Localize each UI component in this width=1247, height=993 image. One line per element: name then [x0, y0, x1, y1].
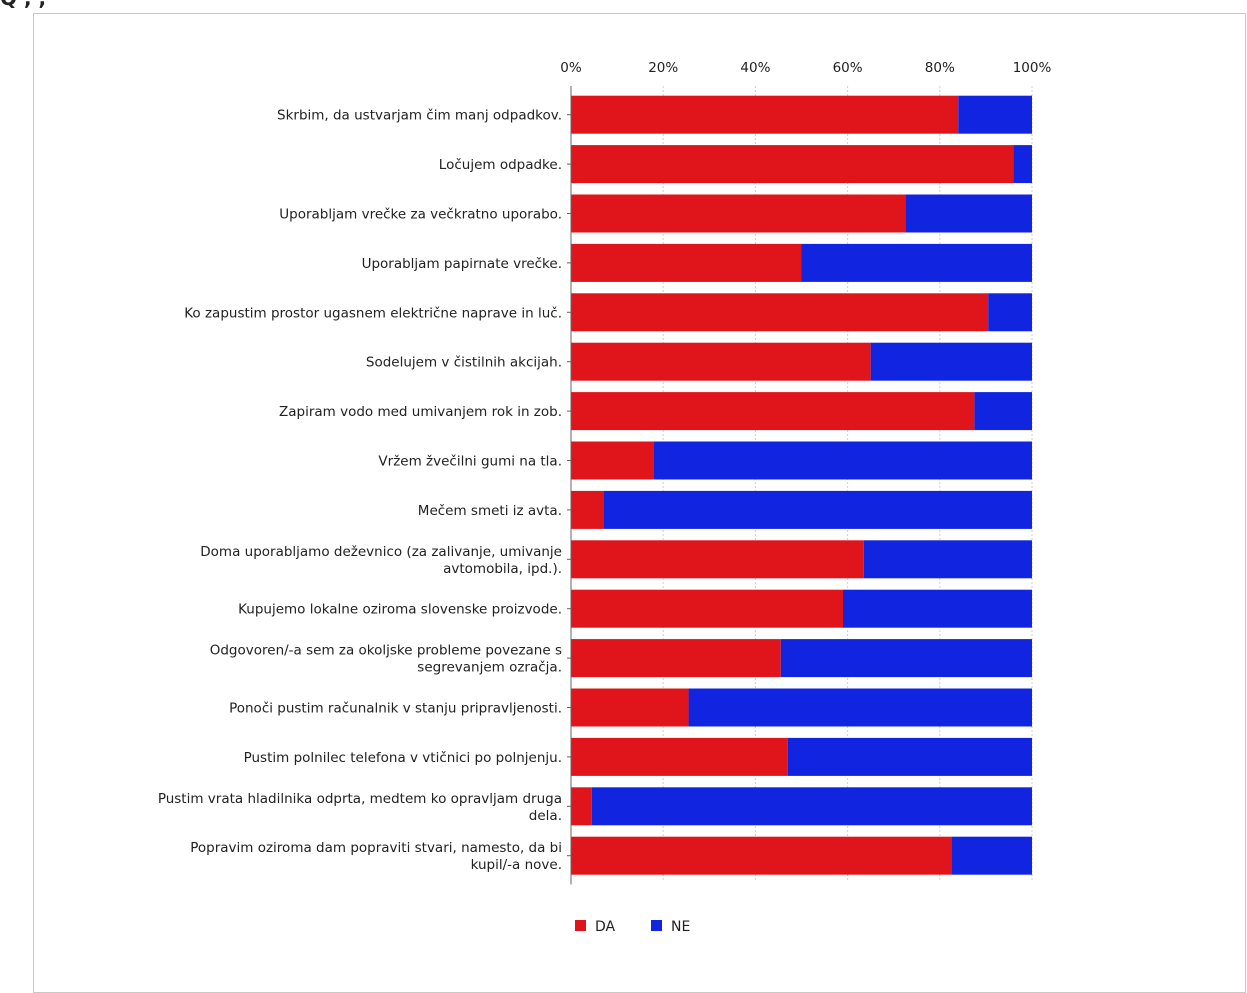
bar-da — [571, 145, 1014, 184]
category-label: Popravim oziroma dam popraviti stvari, n… — [190, 840, 562, 856]
bar-ne — [603, 490, 1032, 529]
x-tick-label: 40% — [740, 60, 770, 76]
bar-da — [571, 639, 781, 678]
x-axis-ticks: 0% 20% 40% 60% 80% 100% — [560, 60, 1051, 76]
chart-frame: Skrbim, da ustvarjam čim manj odpadkov. L… — [33, 13, 1246, 993]
legend-swatch — [651, 920, 662, 931]
stacked-bar-chart: Skrbim, da ustvarjam čim manj odpadkov. L… — [158, 60, 1052, 935]
bar-da — [571, 342, 871, 381]
bar-da — [571, 540, 864, 579]
legend-label: NE — [671, 919, 690, 935]
bar-da — [571, 737, 788, 776]
bar-da — [571, 836, 952, 875]
category-label: Doma uporabljamo deževnico (za zalivanje… — [200, 544, 562, 560]
bar-ne — [780, 639, 1032, 678]
bar-da — [571, 589, 843, 628]
category-label: segrevanjem ozračja. — [417, 660, 562, 676]
bar-ne — [1013, 145, 1032, 184]
x-tick-label: 0% — [560, 60, 582, 76]
bar-ne — [863, 540, 1032, 579]
bar-ne — [951, 836, 1032, 875]
bar-da — [571, 787, 592, 826]
category-label: Mečem smeti iz avta. — [418, 503, 562, 519]
bar-da — [571, 194, 906, 233]
bar-ne — [801, 243, 1032, 282]
bars — [571, 95, 1032, 875]
bar-da — [571, 243, 802, 282]
category-label: Pustim polnilec telefona v vtičnici po p… — [244, 750, 562, 766]
bar-da — [571, 441, 654, 480]
category-label: Skrbim, da ustvarjam čim manj odpadkov. — [277, 108, 562, 124]
bar-ne — [974, 392, 1032, 431]
bar-da — [571, 293, 989, 332]
axes — [567, 86, 572, 885]
category-label: Ko zapustim prostor ugasnem električne n… — [184, 305, 562, 321]
bar-ne — [688, 688, 1032, 727]
bar-ne — [905, 194, 1032, 233]
x-tick-label: 60% — [833, 60, 863, 76]
x-tick-label: 20% — [648, 60, 678, 76]
legend: DA NE — [575, 919, 690, 935]
legend-label: DA — [595, 919, 616, 935]
bar-da — [571, 392, 975, 431]
bar-ne — [958, 95, 1032, 134]
category-label: Odgovoren/-a sem za okoljske probleme po… — [210, 643, 562, 659]
category-label: kupil/-a nove. — [471, 857, 562, 873]
category-label: Vržem žvečilni gumi na tla. — [378, 454, 562, 470]
bar-ne — [870, 342, 1032, 381]
category-labels: Skrbim, da ustvarjam čim manj odpadkov. L… — [158, 108, 562, 874]
category-label: Kupujemo lokalne oziroma slovenske proiz… — [238, 602, 562, 618]
bar-da — [571, 490, 604, 529]
bar-ne — [988, 293, 1032, 332]
bar-da — [571, 95, 959, 134]
category-label: avtomobila, ipd.). — [443, 561, 562, 577]
bar-ne — [653, 441, 1032, 480]
legend-swatch — [575, 920, 586, 931]
category-label: Pustim vrata hladilnika odprta, medtem k… — [158, 791, 562, 807]
category-label: Sodelujem v čistilnih akcijah. — [366, 355, 562, 371]
category-label: Zapiram vodo med umivanjem rok in zob. — [279, 404, 562, 420]
bar-ne — [591, 787, 1032, 826]
category-label: Uporabljam vrečke za večkratno uporabo. — [279, 207, 562, 223]
category-label: Ločujem odpadke. — [439, 157, 562, 173]
bar-ne — [787, 737, 1032, 776]
x-tick-label: 100% — [1013, 60, 1052, 76]
bar-da — [571, 688, 689, 727]
bar-ne — [842, 589, 1032, 628]
category-label: dela. — [529, 808, 562, 824]
top-title-fragment: Q , , — [0, 0, 46, 12]
category-label: Uporabljam papirnate vrečke. — [362, 256, 562, 272]
category-label: Ponoči pustim računalnik v stanju pripra… — [229, 701, 562, 717]
x-tick-label: 80% — [925, 60, 955, 76]
